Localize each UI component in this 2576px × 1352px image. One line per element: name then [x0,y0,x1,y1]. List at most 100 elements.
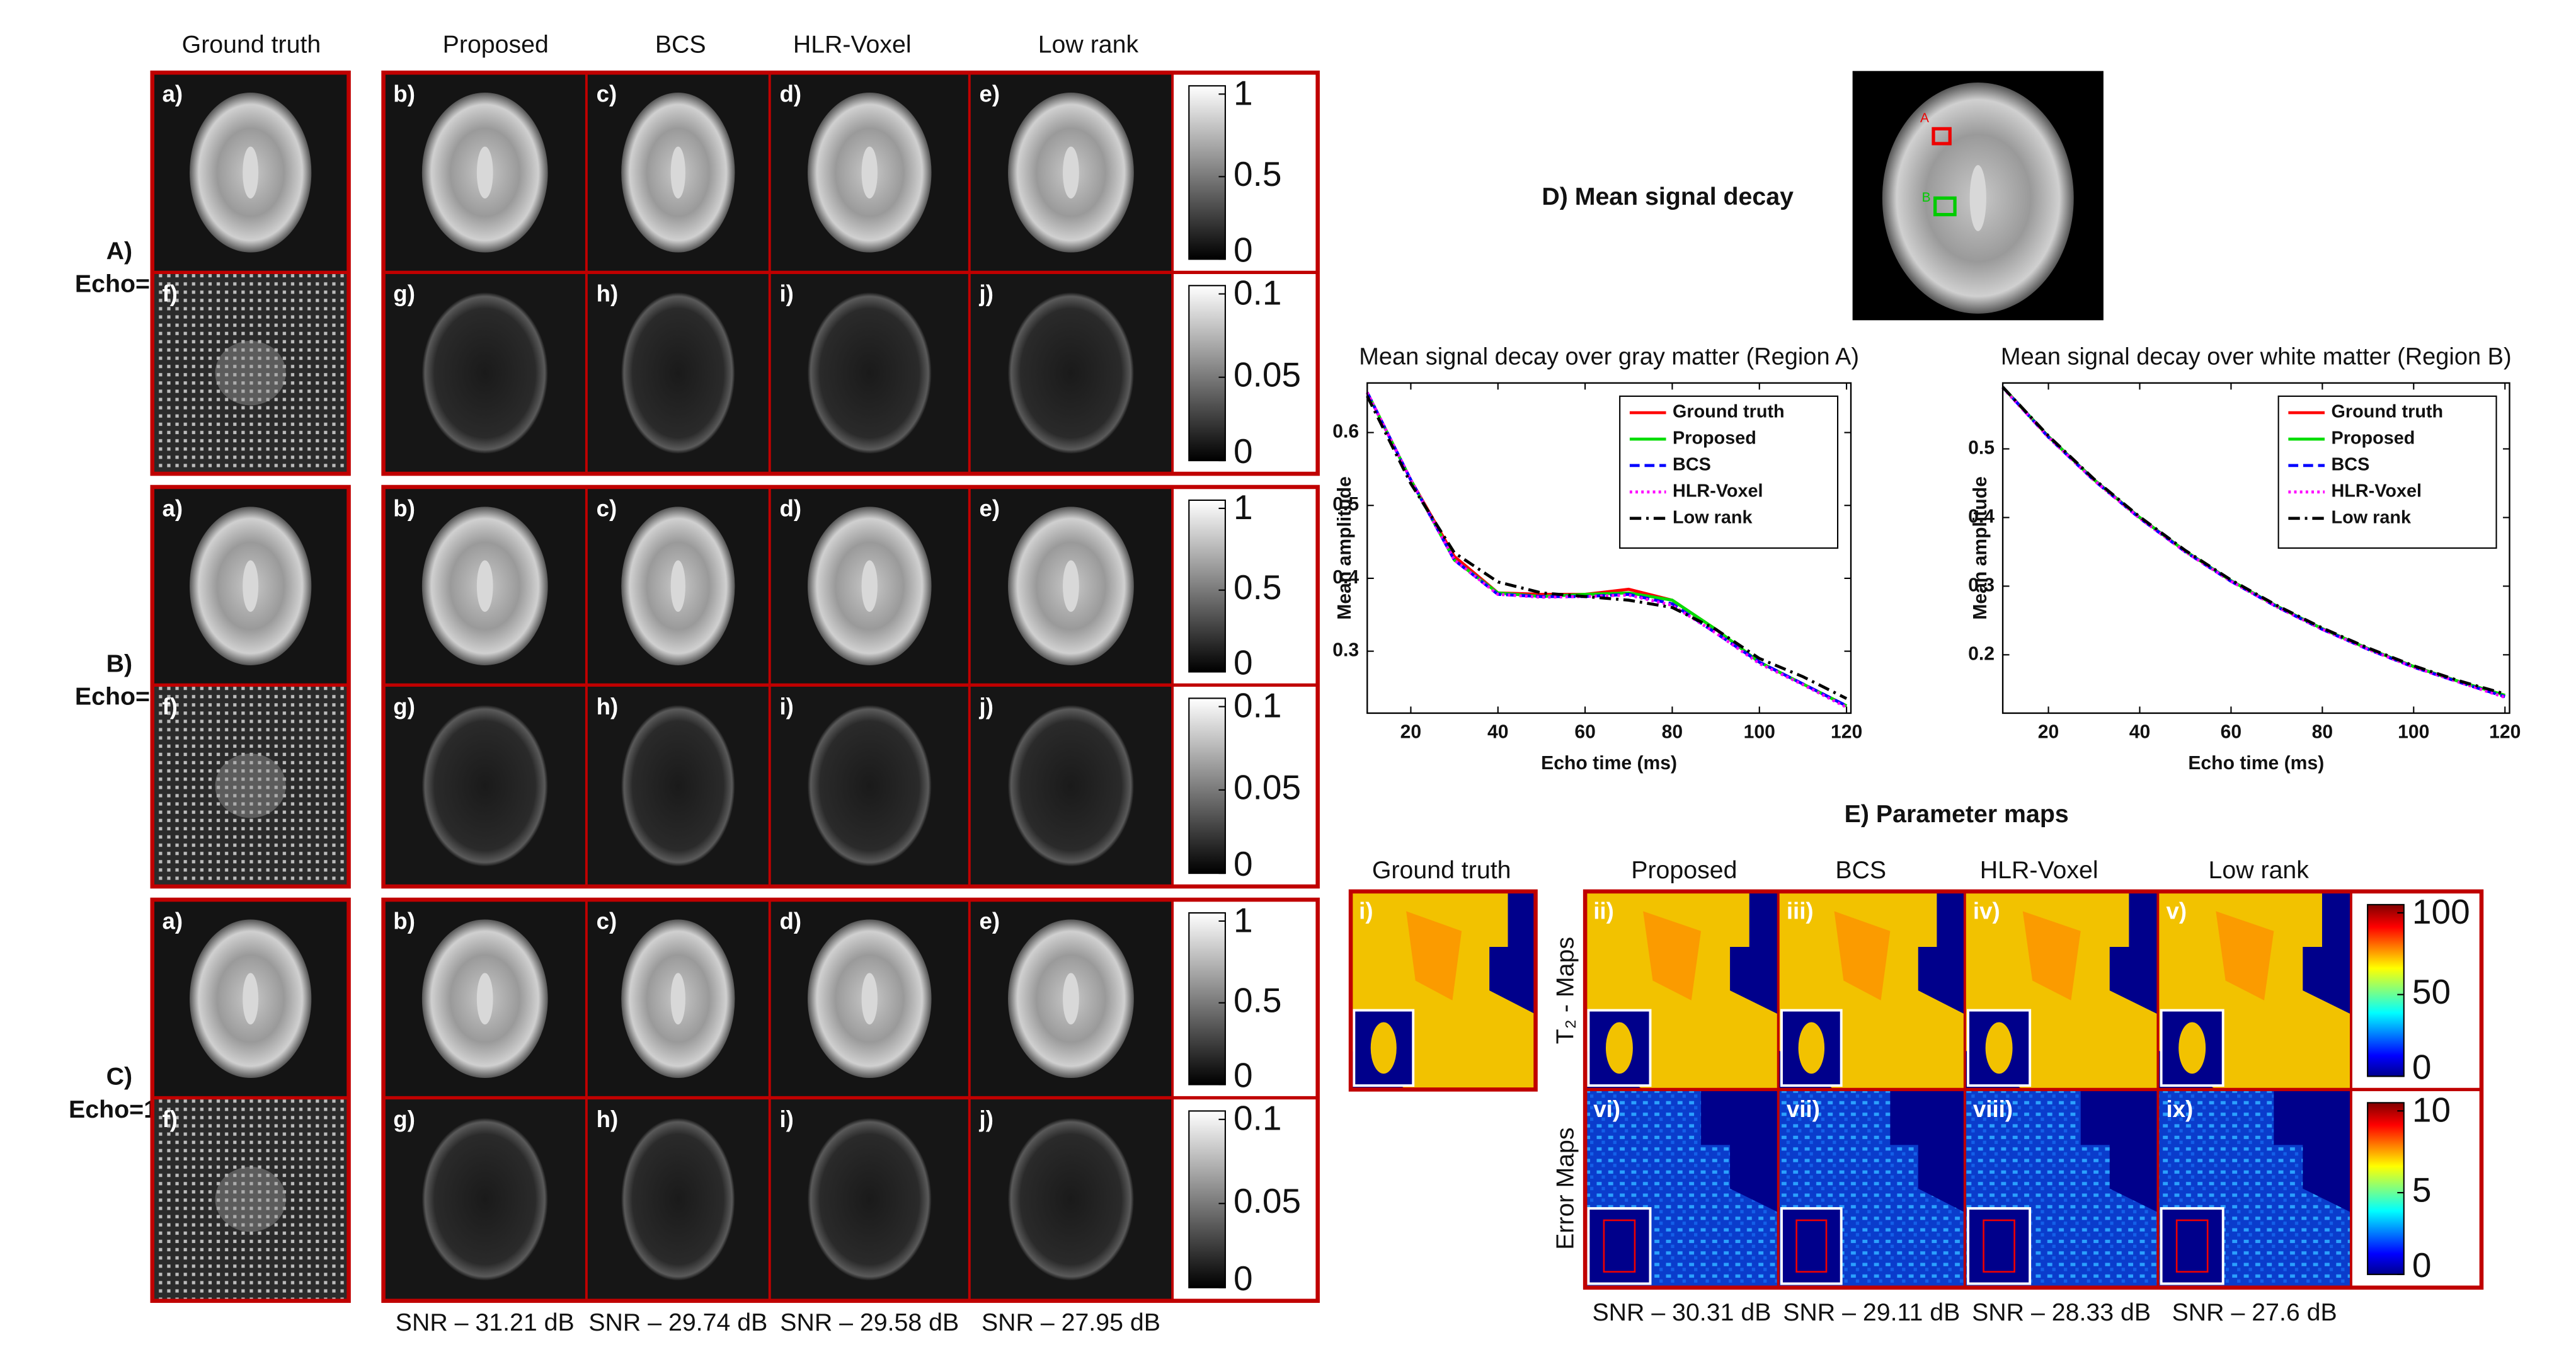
colorbar-tick-label: 0.1 [1234,686,1281,725]
error-brain [621,1118,735,1281]
ventricle [861,146,878,199]
row-label: C) [106,1062,132,1090]
error-background [2080,1089,2158,1213]
column-header: Low rank [1038,31,1139,59]
legend-label: BCS [1673,455,1711,475]
column-header: Proposed [1631,856,1737,884]
x-tick-label: 20 [1400,721,1422,742]
mask-center [215,753,286,818]
cell-label: f) [162,1106,177,1132]
x-tick-label: 40 [2129,721,2151,742]
cell-label: b) [393,908,415,934]
row-label: Error Maps [1552,1127,1579,1249]
cell-label: h) [597,1106,619,1132]
ventricle [1063,560,1079,612]
y-tick-label: 0.5 [1332,494,1359,515]
inset-roi [1983,1219,2015,1273]
cell-label: g) [393,281,415,307]
cell-label: i) [779,281,793,307]
colorbar-tick-label: 0 [1234,643,1253,682]
x-axis-label: Echo time (ms) [2188,753,2324,774]
chart-title: Mean signal decay over white matter (Reg… [2001,344,2512,370]
cell-label: b) [393,81,415,107]
colorbar-tick-label: 50 [2412,972,2451,1011]
colorbar [1188,85,1226,260]
colorbar-tick-label: 1 [1234,488,1253,527]
inset-brain [1985,1022,2013,1074]
colorbar-tick-label: 0.05 [1234,1181,1301,1220]
x-tick-label: 60 [2221,721,2242,742]
colorbar [1188,499,1226,673]
error-brain [1008,705,1134,867]
legend-label: Ground truth [1673,402,1785,422]
row-label: T₂ - Maps [1552,937,1579,1044]
ventricle [670,973,685,1025]
cell-label: e) [980,908,1000,934]
colorbar [1188,912,1226,1086]
column-header: Ground truth [1372,856,1511,884]
snr-label: SNR – 29.11 dB [1783,1298,1960,1326]
legend-label: BCS [2332,455,2370,475]
ventricle [1063,973,1079,1025]
error-brain [421,292,548,454]
snr-label: SNR – 27.6 dB [2172,1298,2337,1326]
colorbar-tick-label: 1 [1234,900,1253,939]
cell-label: a) [162,81,183,107]
legend-label: HLR-Voxel [2332,481,2422,501]
cell-label: c) [597,908,617,934]
ventricle [861,973,878,1025]
cell-label: e) [980,495,1000,521]
legend-box [1619,395,1839,549]
snr-label: SNR – 31.21 dB [396,1309,575,1336]
colorbar-tick-label: 0 [1234,230,1253,269]
y-tick-label: 0.5 [1968,437,1995,458]
inset-brain [2178,1022,2206,1074]
cell-label: iv) [1973,898,2000,924]
cell-label: ii) [1593,898,1614,924]
x-tick-label: 60 [1574,721,1596,742]
colorbar-tick-label: 0.1 [1234,273,1281,312]
column-header: Proposed [443,31,549,59]
cell-label: a) [162,908,183,934]
cell-label: b) [393,495,415,521]
cell-label: j) [979,1106,993,1132]
roi-label: A [1920,111,1929,125]
cell-label: i) [779,1106,793,1132]
snr-label: SNR – 27.95 dB [982,1309,1160,1336]
cell-label: d) [779,81,801,107]
x-tick-label: 40 [1487,721,1509,742]
cell-label: c) [597,495,617,521]
ventricle [476,146,493,199]
cell-label: vii) [1787,1096,1820,1122]
inset-roi [2175,1219,2209,1273]
x-tick-label: 120 [2489,721,2521,742]
legend-label: HLR-Voxel [1673,481,1763,501]
roi-label: B [1922,190,1931,205]
colorbar-tick-label: 0 [2412,1047,2432,1086]
legend-label: Proposed [2332,428,2415,449]
x-tick-label: 20 [2038,721,2059,742]
t2-hot [2022,911,2081,1000]
ventricle [476,973,493,1025]
frame [150,897,351,1303]
roi-a [1932,127,1952,146]
series-line [2001,386,2505,696]
legend-label: Low rank [2332,507,2412,527]
colorbar-tick-label: 0.1 [1234,1099,1281,1138]
ventricle [670,146,685,199]
colorbar-tick-label: 10 [2412,1091,2451,1130]
inset-brain [1605,1022,1633,1074]
colorbar [1188,285,1226,462]
inset-brain [1798,1022,1825,1074]
frame [381,897,1320,1303]
ventricle [670,560,685,612]
t2-hot [1643,911,1702,1000]
cell-label: i) [779,694,793,719]
cell-label: v) [2166,898,2187,924]
error-brain [807,705,932,867]
y-tick-label: 0.4 [1968,506,1995,527]
ventricle [1063,146,1079,199]
cell-label: c) [597,81,617,107]
